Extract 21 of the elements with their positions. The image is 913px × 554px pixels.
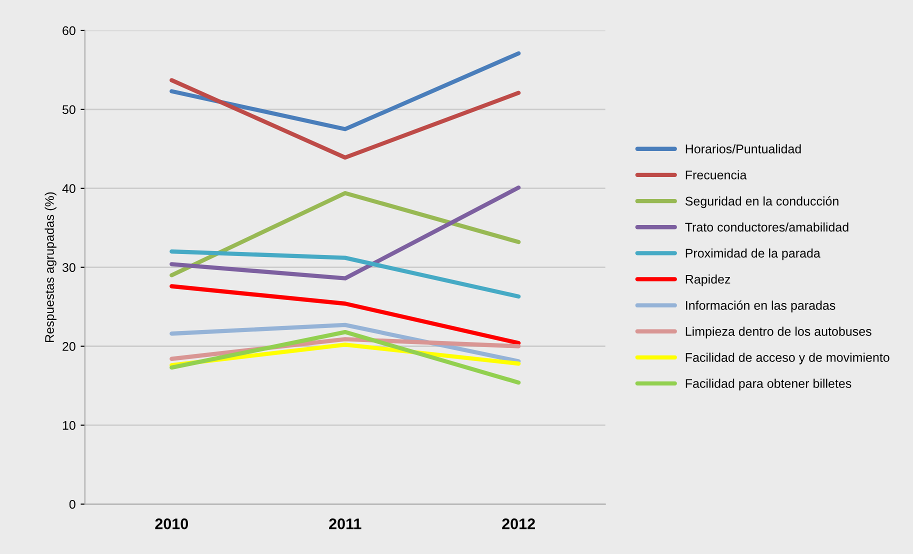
y-tick-label: 10 xyxy=(62,420,76,430)
y-tick-label: 20 xyxy=(62,342,76,351)
y-tick-label: 0 xyxy=(69,500,76,509)
y-axis-title: Respuestas agrupadas (%) xyxy=(44,192,56,342)
legend-label: Limpieza dentro de los autobuses xyxy=(686,326,872,338)
legend-label: Proximidad de la parada xyxy=(686,248,820,260)
legend-label: Facilidad de acceso y de movimiento xyxy=(686,352,890,364)
y-tick-label: 60 xyxy=(62,26,76,36)
legend-label: Información en las paradas xyxy=(686,300,836,312)
y-tick-label: 50 xyxy=(62,105,76,114)
x-tick-label: 2011 xyxy=(329,518,362,530)
y-tick-label: 40 xyxy=(62,184,76,194)
legend-label: Frecuencia xyxy=(686,170,747,180)
y-tick-label: 30 xyxy=(62,263,76,272)
x-tick-label: 2010 xyxy=(155,518,188,530)
legend-label: Horarios/Puntualidad xyxy=(686,144,801,154)
legend-label: Rapidez xyxy=(686,274,730,286)
legend-label: Seguridad en la conducción xyxy=(685,196,838,208)
x-tick-label: 2012 xyxy=(502,518,535,530)
legend-label: Trato conductores/amabilidad xyxy=(685,222,848,232)
legend-label: Facilidad para obtener billetes xyxy=(686,378,852,390)
